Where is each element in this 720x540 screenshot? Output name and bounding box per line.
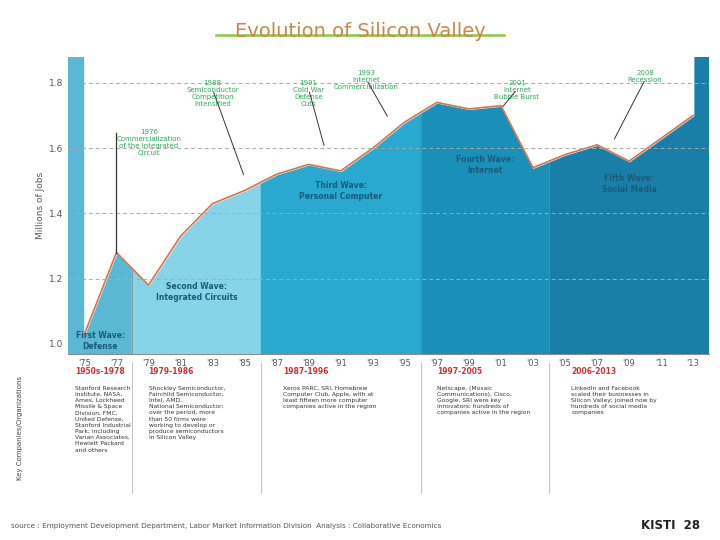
Text: Stanford Research
Institute, NASA,
Ames, Lockheed
Missile & Space
Division, FMC,: Stanford Research Institute, NASA, Ames,… [75,386,130,453]
Text: KISTI  28: KISTI 28 [641,519,700,532]
Text: 2001
Internet
Bubble Burst: 2001 Internet Bubble Burst [495,79,539,99]
Text: 1991
Cold War
Defense
Cuts: 1991 Cold War Defense Cuts [293,79,324,106]
Text: Fourth Wave:
Internet: Fourth Wave: Internet [456,154,514,175]
Y-axis label: Millions of Jobs: Millions of Jobs [36,172,45,239]
Text: Fifth Wave:
Social Media: Fifth Wave: Social Media [602,174,657,194]
Text: 2008
Recession: 2008 Recession [628,70,662,83]
Text: Third Wave:
Personal Computer: Third Wave: Personal Computer [300,181,382,201]
Bar [68,57,132,354]
Text: 1993
Internet
Commercialization: 1993 Internet Commercialization [334,70,399,90]
Text: Second Wave:
Integrated Circuits: Second Wave: Integrated Circuits [156,282,238,302]
Bar [132,57,261,354]
Text: 1987-1996: 1987-1996 [283,367,328,376]
Text: 1988
Semiconductor
Competition
Intensified: 1988 Semiconductor Competition Intensifi… [186,79,239,106]
Text: Netscape, (Mosaic
Communications), Cisco,
Google, SRI were key
innovators; hundr: Netscape, (Mosaic Communications), Cisco… [437,386,530,415]
Text: First Wave:
Defense: First Wave: Defense [76,331,125,351]
Bar [261,57,421,354]
Bar [421,57,549,354]
Text: 1997-2005: 1997-2005 [437,367,482,376]
Text: 1950s-1978: 1950s-1978 [75,367,125,376]
Text: Key Companies/Organizations: Key Companies/Organizations [17,376,23,480]
Bar [549,57,709,354]
Text: Shockley Semiconductor,
Fairchild Semiconductor,
Intel, AMD,
National Semiconduc: Shockley Semiconductor, Fairchild Semico… [148,386,225,440]
Text: Evolution of Silicon Valley: Evolution of Silicon Valley [235,22,485,40]
Text: 2006-2013: 2006-2013 [572,367,616,376]
Text: Xerox PARC, SRI, Homebrew
Computer Club, Apple, with at
least fifteen more compu: Xerox PARC, SRI, Homebrew Computer Club,… [283,386,377,409]
Text: LinkedIn and Facebook
scaled their businesses in
Silicon Valley; joined now by
h: LinkedIn and Facebook scaled their busin… [572,386,657,415]
Text: 1979-1986: 1979-1986 [148,367,194,376]
Text: 1976
Commercialization
of the Integrated
Circuit: 1976 Commercialization of the Integrated… [117,129,181,156]
Text: source : Employment Development Department, Labor Market Information Division  A: source : Employment Development Departme… [11,523,441,529]
